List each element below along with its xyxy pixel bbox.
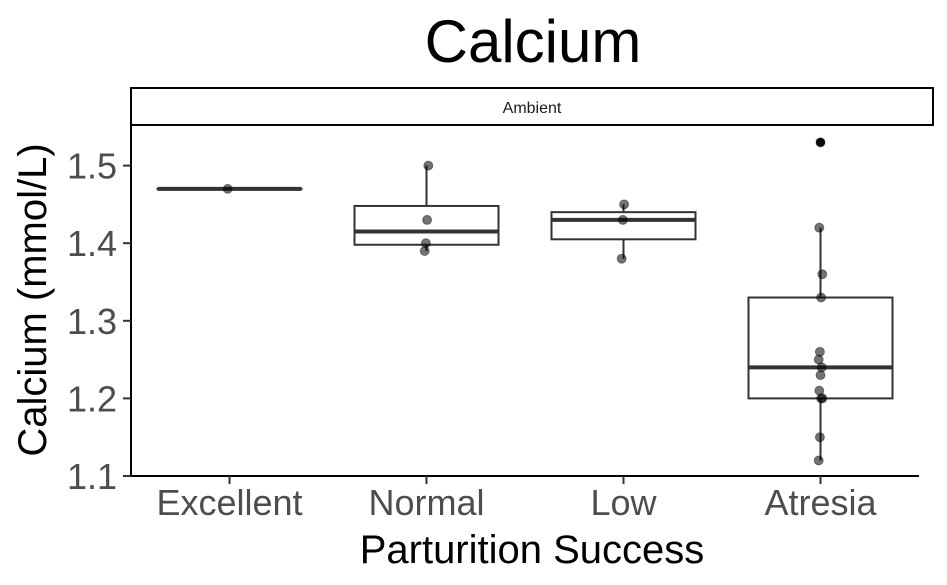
axis-ticks: 1.1 1.2 1.3 1.4 1.5 Excellent Normal Low Atresia (67, 146, 878, 523)
y-tick-label: 1.1 (67, 456, 117, 497)
data-point-low (619, 199, 630, 210)
facet-strip (130, 87, 934, 126)
data-point-normal (423, 160, 434, 171)
x-tick-label-excellent: Excellent (156, 482, 302, 523)
y-axis-title: Calcium (mmol/L) (11, 143, 55, 456)
x-tick-label-low: Low (590, 482, 657, 523)
chart-title: Calcium (425, 8, 642, 75)
y-tick-label: 1.5 (67, 146, 117, 187)
data-point-atresia (814, 346, 825, 357)
data-point-low (616, 253, 627, 264)
data-point-atresia (813, 455, 824, 466)
data-point-atresia (814, 222, 825, 233)
facet-strip-label: Ambient (503, 100, 562, 117)
data-point-atresia (814, 385, 825, 396)
data-point-normal (420, 238, 431, 249)
x-tick-label-normal: Normal (368, 482, 484, 523)
data-point-atresia (814, 432, 825, 443)
data-point-excellent (222, 183, 233, 194)
data-point-atresia (816, 292, 827, 303)
y-tick-label: 1.3 (67, 301, 117, 342)
y-tick-label: 1.2 (67, 378, 117, 419)
x-tick-label-atresia: Atresia (764, 482, 877, 523)
data-point-atresia (817, 269, 828, 280)
x-axis-title: Parturition Success (360, 528, 705, 572)
box-normal (353, 204, 500, 246)
y-tick-label: 1.4 (67, 223, 117, 264)
data-point-low (617, 214, 628, 225)
data-point-atresia (815, 137, 826, 148)
plot-panel (156, 137, 894, 466)
data-point-normal (422, 214, 433, 225)
